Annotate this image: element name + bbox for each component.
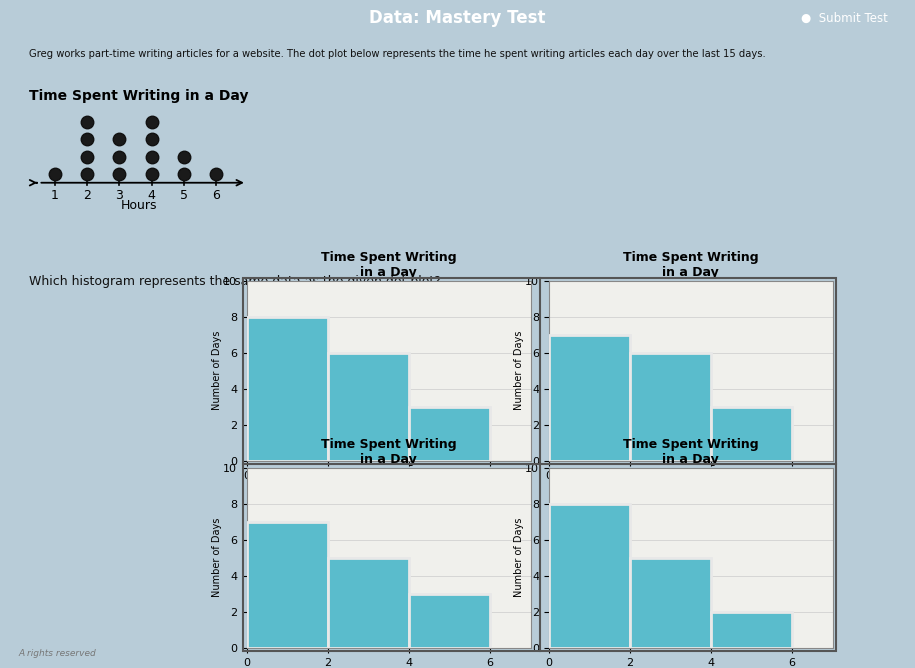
- Text: 5: 5: [180, 190, 188, 202]
- Bar: [630, 353, 711, 461]
- Text: Time Spent Writing in a Day: Time Spent Writing in a Day: [29, 89, 248, 102]
- X-axis label: Hours: Hours: [371, 486, 406, 499]
- Bar: [630, 558, 711, 648]
- Title: Time Spent Writing
in a Day: Time Spent Writing in a Day: [623, 251, 759, 279]
- Bar: [247, 522, 328, 648]
- Text: 1: 1: [50, 190, 59, 202]
- Y-axis label: Number of Days: Number of Days: [514, 331, 524, 410]
- Bar: [328, 558, 409, 648]
- Bar: [409, 407, 490, 461]
- Text: 4: 4: [147, 190, 156, 202]
- Bar: [711, 612, 792, 648]
- Title: Time Spent Writing
in a Day: Time Spent Writing in a Day: [623, 438, 759, 466]
- Bar: [549, 504, 630, 648]
- Y-axis label: Number of Days: Number of Days: [212, 331, 222, 410]
- Bar: [549, 335, 630, 461]
- Text: 3: 3: [115, 190, 124, 202]
- X-axis label: Hours: Hours: [673, 486, 708, 499]
- Text: A rights reserved: A rights reserved: [18, 649, 96, 658]
- Text: 6: 6: [212, 190, 220, 202]
- Title: Time Spent Writing
in a Day: Time Spent Writing in a Day: [321, 438, 457, 466]
- Bar: [247, 317, 328, 461]
- Text: ●  Submit Test: ● Submit Test: [801, 12, 888, 25]
- Title: Time Spent Writing
in a Day: Time Spent Writing in a Day: [321, 251, 457, 279]
- Bar: [328, 353, 409, 461]
- Text: Data: Mastery Test: Data: Mastery Test: [370, 9, 545, 27]
- Bar: [711, 407, 792, 461]
- Text: 2: 2: [83, 190, 91, 202]
- Y-axis label: Number of Days: Number of Days: [514, 518, 524, 597]
- Bar: [409, 594, 490, 648]
- Text: Greg works part-time writing articles for a website. The dot plot below represen: Greg works part-time writing articles fo…: [29, 49, 766, 59]
- Text: Which histogram represents the same data as the given dot plot?: Which histogram represents the same data…: [29, 275, 441, 288]
- Text: Hours: Hours: [121, 199, 156, 212]
- Y-axis label: Number of Days: Number of Days: [212, 518, 222, 597]
